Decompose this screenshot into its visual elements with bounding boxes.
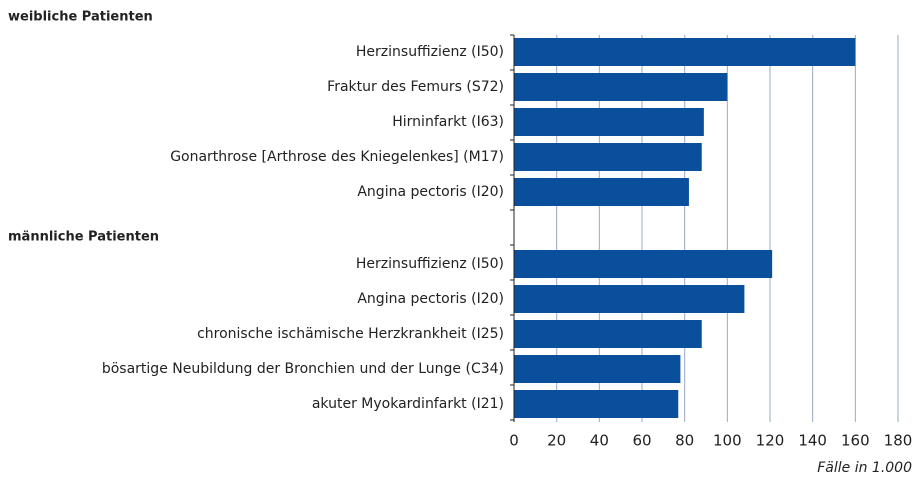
bar — [514, 38, 856, 66]
bar — [514, 320, 702, 348]
y-tick-label: Herzinsuffizienz (I50) — [356, 44, 504, 60]
y-tick-label: Angina pectoris (I20) — [357, 184, 504, 200]
group-label: weibliche Patienten — [8, 10, 153, 25]
x-tick-label: 80 — [675, 432, 694, 450]
y-tick-label: chronische ischämische Herzkrankheit (I2… — [197, 326, 504, 342]
x-tick-label: 60 — [632, 432, 651, 450]
y-tick-label: akuter Myokardinfarkt (I21) — [312, 396, 504, 412]
y-tick-label: bösartige Neubildung der Bronchien und d… — [102, 361, 504, 377]
y-tick-label: Hirninfarkt (I63) — [392, 114, 504, 130]
y-tick-label: Angina pectoris (I20) — [357, 291, 504, 307]
x-tick-label: 40 — [590, 432, 609, 450]
bar — [514, 143, 702, 171]
bar — [514, 390, 679, 418]
x-tick-label: 100 — [713, 432, 742, 450]
x-axis-label: Fälle in 1.000 — [817, 460, 912, 476]
group-label: männliche Patienten — [8, 230, 159, 245]
y-tick-label: Fraktur des Femurs (S72) — [327, 79, 504, 95]
bar — [514, 250, 773, 278]
x-tick-label: 0 — [509, 432, 519, 450]
y-tick-label: Herzinsuffizienz (I50) — [356, 256, 504, 272]
x-tick-label: 160 — [841, 432, 870, 450]
bar — [514, 108, 704, 136]
bar — [514, 73, 728, 101]
bar — [514, 285, 745, 313]
x-tick-label: 180 — [884, 432, 913, 450]
bar — [514, 355, 681, 383]
bar — [514, 178, 689, 206]
x-tick-label: 140 — [798, 432, 827, 450]
x-tick-label: 120 — [756, 432, 785, 450]
y-tick-label: Gonarthrose [Arthrose des Kniegelenkes] … — [170, 149, 504, 165]
x-tick-label: 20 — [547, 432, 566, 450]
